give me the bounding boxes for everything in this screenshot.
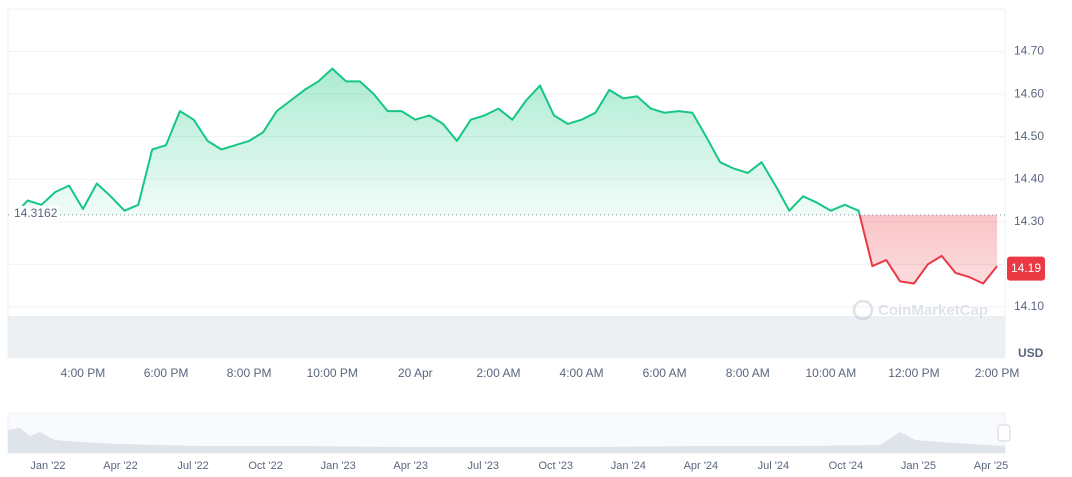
navigator-label: Apr '25: [974, 460, 1009, 472]
baseline-label: 14.3162: [14, 206, 58, 220]
x-tick-label: 4:00 AM: [560, 366, 604, 380]
x-tick-label: 20 Apr: [398, 366, 433, 380]
y-tick-label: 14.60: [1014, 86, 1044, 100]
x-tick-label: 8:00 AM: [726, 366, 770, 380]
navigator-label: Jan '23: [321, 460, 356, 472]
navigator-label: Jan '25: [901, 460, 936, 472]
navigator-label: Jan '22: [30, 460, 65, 472]
navigator-label: Jul '24: [758, 460, 789, 472]
x-tick-label: 10:00 PM: [307, 366, 358, 380]
y-tick-label: 14.30: [1014, 214, 1044, 228]
navigator-label: Apr '23: [393, 460, 428, 472]
price-line: [12, 67, 998, 285]
navigator-label: Oct '24: [829, 460, 864, 472]
currency-label: USD: [1018, 346, 1044, 360]
x-tick-label: 4:00 PM: [61, 366, 106, 380]
navigator-label: Jul '23: [468, 460, 499, 472]
y-tick-label: 14.10: [1014, 299, 1044, 313]
current-price-box: [1007, 256, 1045, 281]
navigator-area: [8, 428, 1005, 453]
y-tick-label: 14.50: [1014, 129, 1044, 143]
x-tick-label: 2:00 AM: [476, 366, 520, 380]
navigator-label: Jul '22: [177, 460, 208, 472]
price-area: [13, 68, 998, 284]
navigator-handle[interactable]: [997, 424, 1011, 442]
watermark: CoinMarketCap: [852, 299, 988, 321]
watermark-text: CoinMarketCap: [878, 302, 988, 319]
y-tick-label: 14.40: [1014, 171, 1044, 185]
navigator-label: Apr '22: [103, 460, 138, 472]
x-tick-label: 6:00 AM: [643, 366, 687, 380]
navigator-label: Oct '22: [248, 460, 283, 472]
volume-band: [8, 316, 1005, 358]
x-tick-label: 2:00 PM: [975, 366, 1020, 380]
navigator-label: Apr '24: [684, 460, 719, 472]
x-tick-label: 8:00 PM: [227, 366, 272, 380]
navigator-label: Oct '23: [539, 460, 574, 472]
current-price-label: 14.19: [1011, 261, 1041, 275]
x-tick-label: 6:00 PM: [144, 366, 189, 380]
baseline-label-bg: [10, 205, 58, 222]
x-tick-label: 12:00 PM: [888, 366, 939, 380]
x-tick-label: 10:00 AM: [805, 366, 856, 380]
y-tick-label: 14.70: [1014, 44, 1044, 58]
navigator-label: Jan '24: [611, 460, 646, 472]
